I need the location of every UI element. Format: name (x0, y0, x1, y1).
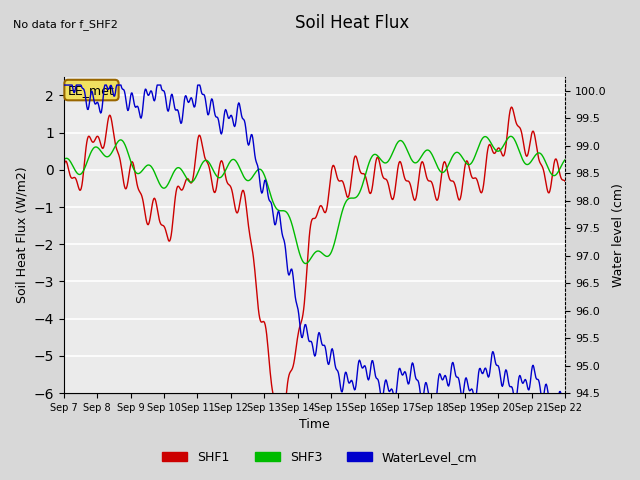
WaterLevel_cm (69, 85, 77, 91)
WaterLevel_cm (390, 395, 398, 401)
SHF3 (302, 261, 310, 266)
Legend: SHF1, SHF3, WaterLevel_cm: SHF1, SHF3, WaterLevel_cm (157, 446, 483, 469)
WaterLevel_cm (378, 396, 385, 401)
SHF3 (390, 146, 398, 152)
SHF1 (120, 183, 128, 189)
WaterLevel_cm (561, 391, 569, 397)
SHF1 (561, 179, 569, 184)
SHF1 (172, 194, 179, 200)
SHF3 (69, 163, 77, 169)
SHF3 (507, 133, 515, 139)
SHF3 (561, 157, 569, 163)
Y-axis label: Soil Heat Flux (W/m2): Soil Heat Flux (W/m2) (15, 167, 28, 303)
Text: EE_met: EE_met (68, 84, 115, 96)
SHF1 (60, 164, 68, 170)
SHF1 (69, 175, 77, 181)
Line: SHF3: SHF3 (64, 136, 565, 264)
SHF1 (271, 398, 279, 404)
Line: WaterLevel_cm: WaterLevel_cm (64, 85, 565, 398)
SHF3 (198, 161, 205, 167)
Text: No data for f_SHF2: No data for f_SHF2 (13, 19, 118, 30)
Y-axis label: Water level (cm): Water level (cm) (612, 183, 625, 287)
WaterLevel_cm (172, 107, 179, 113)
SHF1 (390, 192, 398, 198)
SHF3 (172, 167, 179, 172)
SHF3 (60, 157, 68, 163)
Text: Soil Heat Flux: Soil Heat Flux (295, 14, 409, 33)
SHF3 (120, 141, 128, 146)
SHF3 (376, 155, 383, 161)
SHF1 (376, 160, 383, 166)
Line: SHF1: SHF1 (64, 107, 565, 401)
X-axis label: Time: Time (299, 419, 330, 432)
WaterLevel_cm (120, 88, 128, 94)
SHF1 (508, 104, 515, 110)
WaterLevel_cm (375, 380, 383, 386)
WaterLevel_cm (60, 82, 68, 88)
WaterLevel_cm (198, 91, 205, 96)
SHF1 (198, 140, 205, 146)
